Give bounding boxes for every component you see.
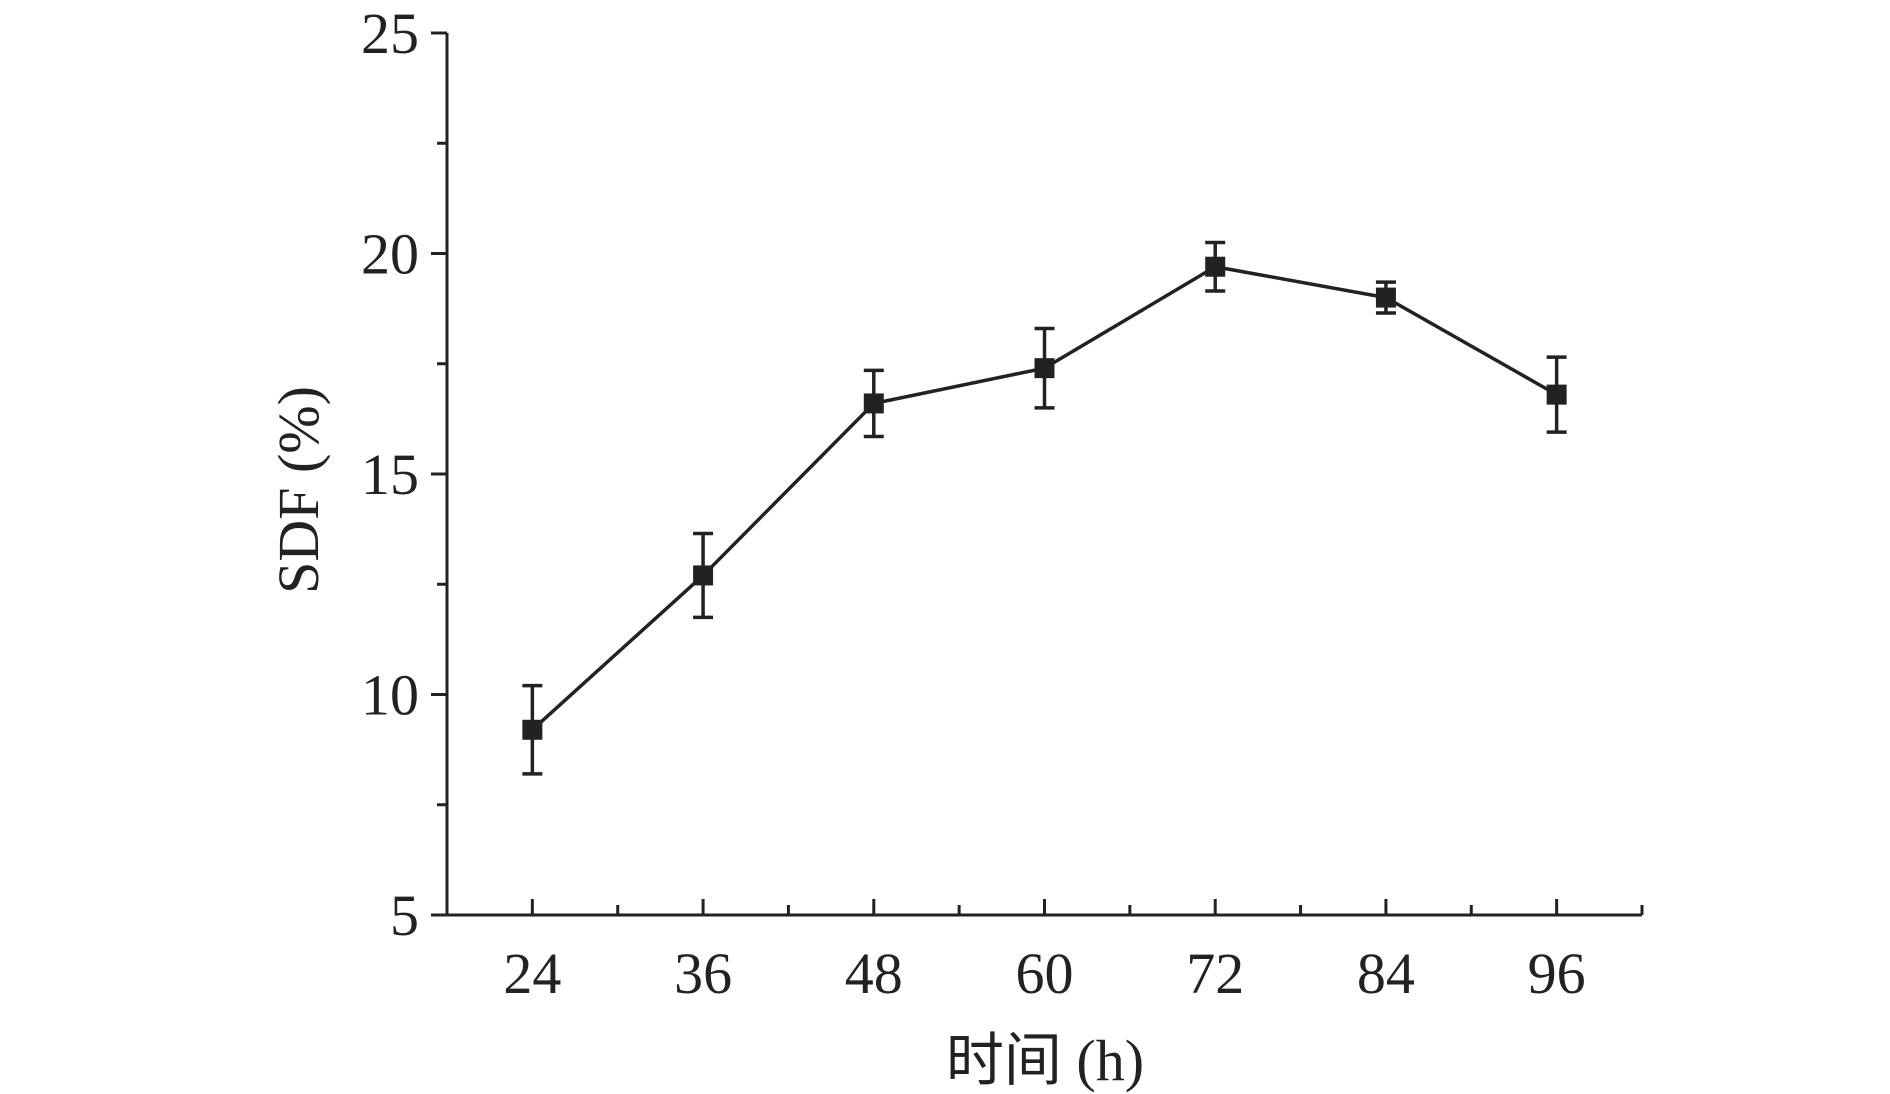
y-axis-title: SDF (%) [266,386,331,594]
y-tick-label: 5 [390,883,419,948]
x-tick-label: 72 [1186,941,1244,1006]
axes: 5 10 15 20 25 24 36 48 60 72 84 96 [361,1,1644,1006]
data-point [693,565,714,586]
y-tick-label: 15 [361,442,419,507]
data-point [1205,256,1226,277]
y-tick-label: 25 [361,1,419,66]
x-axis-title: 时间 (h) [946,1028,1144,1093]
data-marks [522,240,1567,776]
data-point [522,719,543,740]
x-tick-label: 24 [503,941,561,1006]
data-point [1034,358,1055,379]
x-tick-label: 84 [1357,941,1415,1006]
data-point [1375,287,1396,308]
y-tick-label: 10 [361,663,419,728]
x-tick-label: 36 [674,941,732,1006]
x-tick-label: 48 [845,941,903,1006]
data-point [1546,384,1567,405]
data-point [863,393,884,414]
x-tick-label: 96 [1528,941,1586,1006]
x-tick-label: 60 [1016,941,1074,1006]
y-tick-label: 20 [361,222,419,287]
